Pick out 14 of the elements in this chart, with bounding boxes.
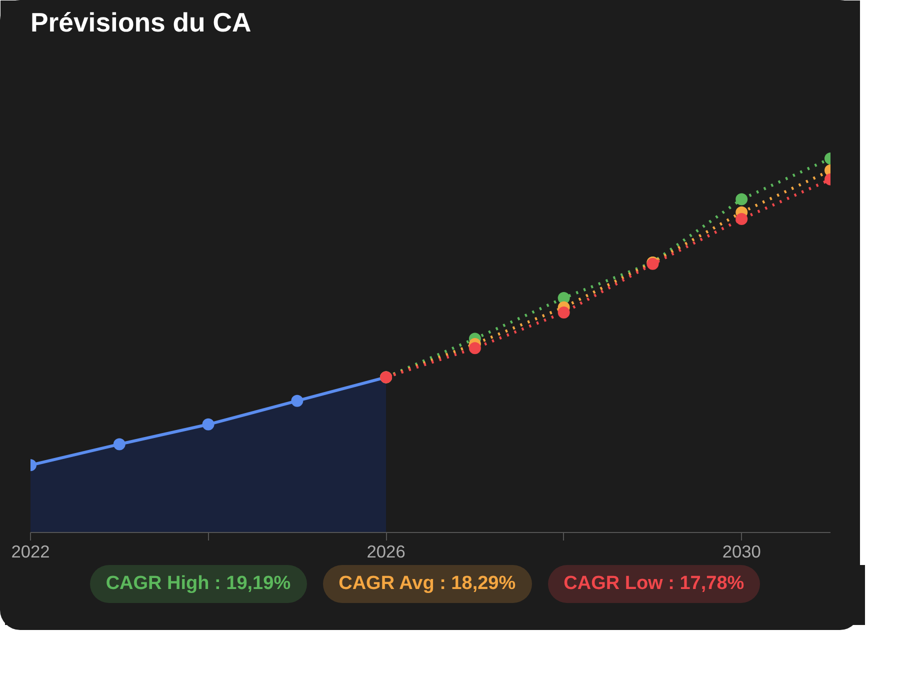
x-tick-label: 2022 [11, 542, 50, 562]
point [468, 342, 481, 354]
point [202, 418, 214, 430]
text: CAGR High : 19,19% [90, 565, 307, 603]
x-tick-label: 2026 [366, 542, 406, 562]
point [558, 306, 570, 319]
point [736, 193, 748, 206]
text: CAGR Low : 17,78% [548, 565, 760, 603]
point [113, 438, 126, 450]
point [291, 394, 304, 407]
text: CAGR Avg : 18,29% [322, 565, 532, 603]
point [736, 213, 748, 226]
chart-title: Prévisions du CA [30, 8, 252, 38]
x-tick-label: 2030 [722, 542, 761, 562]
